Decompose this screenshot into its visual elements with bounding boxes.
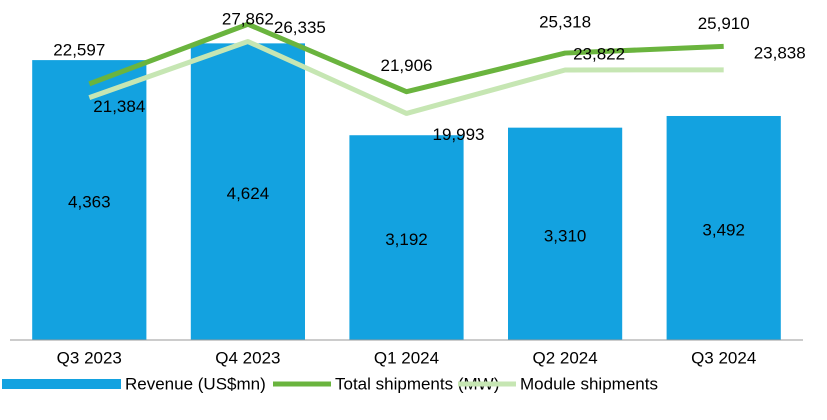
bar-value-label: 4,363 — [68, 193, 111, 212]
legend-swatch — [2, 379, 121, 389]
line-value-label: 19,993 — [433, 125, 485, 144]
x-tick-label: Q2 2024 — [532, 348, 597, 367]
legend-label: Total shipments (MW) — [335, 374, 499, 393]
bar-value-label: 4,624 — [227, 184, 270, 203]
bar — [32, 60, 147, 340]
line-value-label: 21,906 — [381, 56, 433, 75]
line-value-label: 25,910 — [698, 14, 750, 33]
legend-label: Revenue (US$mn) — [125, 374, 266, 393]
bar-value-label: 3,492 — [702, 220, 745, 239]
bar — [349, 135, 464, 340]
line-series — [88, 21, 724, 95]
bar-value-label: 3,192 — [385, 230, 428, 249]
bar-value-label: 3,310 — [544, 226, 587, 245]
legend-label: Module shipments — [520, 374, 658, 393]
line-value-label: 21,384 — [93, 97, 145, 116]
bar — [666, 115, 781, 340]
x-tick-label: Q3 2023 — [57, 348, 122, 367]
line-value-label: 26,335 — [274, 18, 326, 37]
x-tick-label: Q1 2024 — [374, 348, 439, 367]
line-value-label: 25,318 — [539, 13, 591, 32]
line-series — [88, 39, 724, 116]
line-value-label: 23,838 — [754, 43, 806, 62]
line-value-label: 22,597 — [53, 40, 105, 59]
x-tick-label: Q4 2023 — [215, 348, 280, 367]
line-value-label: 23,822 — [573, 45, 625, 64]
line-value-label: 27,862 — [222, 10, 274, 29]
bar — [190, 43, 305, 341]
bar — [508, 127, 623, 341]
x-tick-label: Q3 2024 — [691, 348, 756, 367]
